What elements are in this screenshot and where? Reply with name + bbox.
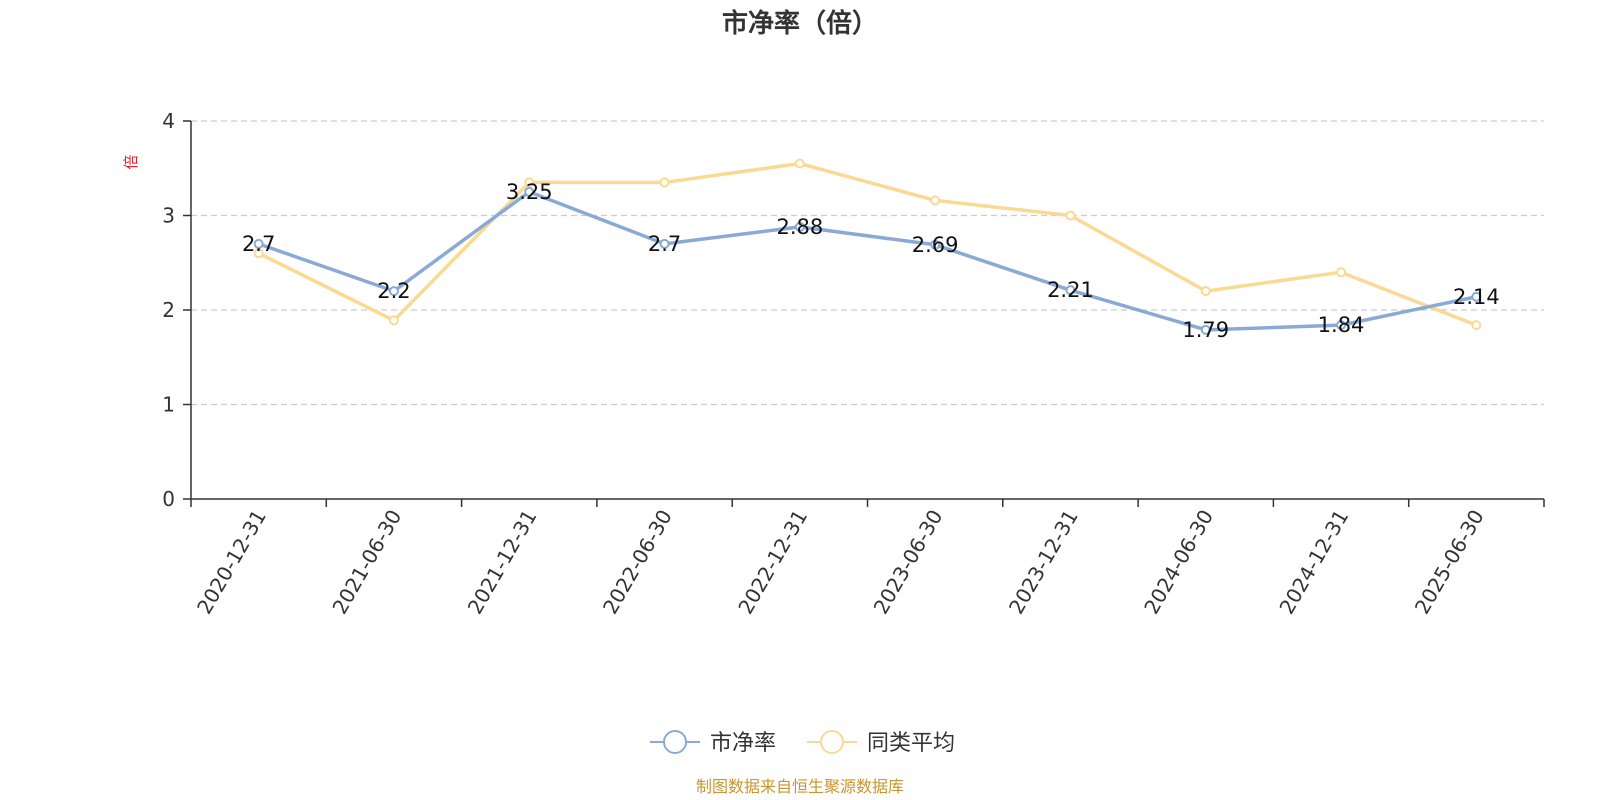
legend-item-1[interactable]: 同类平均 [807,730,955,756]
legend-swatch-marker [663,730,687,754]
series-line-1 [257,161,1477,327]
x-tick-label: 2021-06-30 [327,506,406,619]
data-point [930,239,941,250]
data-label: 3.25 [506,180,553,204]
x-tick-label: 2023-06-30 [869,506,948,619]
x-tick-label: 2025-06-30 [1410,506,1489,619]
x-tick-label: 2020-12-31 [192,506,271,619]
data-point [1471,291,1482,302]
data-label: 2.7 [242,232,275,256]
data-label: 2.21 [1047,278,1094,302]
data-point [388,286,399,297]
data-point [1336,267,1347,278]
x-tick-label: 2023-12-31 [1004,506,1083,619]
grid-lines [191,120,1544,406]
data-point [1065,285,1076,296]
legend-swatch-marker [820,730,844,754]
data-point [930,195,941,206]
y-tick-label: 3 [162,204,175,228]
legend-item-0[interactable]: 市净率 [650,730,776,756]
legend[interactable]: 市净率 同类平均 [650,730,955,756]
legend-label: 同类平均 [867,731,955,756]
y-axis-label: 倍 [122,154,140,169]
data-point [1200,324,1211,335]
data-point [524,186,535,197]
data-point [659,177,670,188]
x-tick-label: 2022-12-31 [733,506,812,619]
data-label: 2.69 [912,233,959,257]
data-point [253,238,264,249]
data-point [1471,320,1482,331]
x-tick-label: 2024-12-31 [1274,506,1353,619]
series [253,158,1482,335]
x-tick-label: 2022-06-30 [598,506,677,619]
series-line-0 [258,190,1477,332]
data-point [524,177,535,188]
y-tick-label: 0 [162,487,175,511]
axes: 0 1 2 3 4 2020-12-31 2021-06-30 2021-12-31 2022-… [162,109,1545,619]
x-tick-label: 2024-06-30 [1139,506,1218,619]
data-labels: 2.7 2.2 3.25 2.7 2.88 2.69 2.21 1.79 1.84 2.14 [242,180,1500,342]
data-point [1065,210,1076,221]
y-tick-label: 1 [162,393,175,417]
data-label: 2.7 [648,232,681,256]
source-note: 制图数据来自恒生聚源数据库 [696,777,904,796]
y-tick-label: 2 [162,298,175,322]
x-tick-label: 2021-12-31 [463,506,542,619]
legend-label: 市净率 [710,731,776,756]
data-point [1200,286,1211,297]
data-point [659,238,670,249]
data-label: 2.14 [1453,285,1500,309]
y-tick-label: 4 [162,109,175,133]
data-point [794,221,805,232]
data-point [388,315,399,326]
data-label: 2.2 [377,279,410,303]
data-point [1336,320,1347,331]
data-label: 1.79 [1182,318,1229,342]
data-label: 2.88 [776,215,823,239]
data-label: 1.84 [1318,313,1365,337]
data-point [253,248,264,259]
chart-title: 市净率（倍） [722,8,878,39]
data-point [794,158,805,169]
